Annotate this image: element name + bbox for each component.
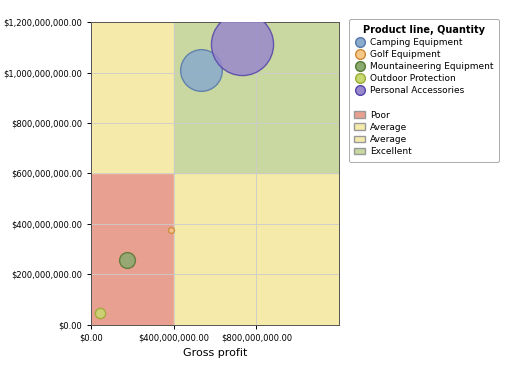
Point [196, 67, 204, 73]
Legend: Camping Equipment, Golf Equipment, Mountaineering Equipment, Outdoor Protection,: Camping Equipment, Golf Equipment, Mount… [348, 19, 497, 162]
Point [237, 41, 245, 46]
X-axis label: Gross profit: Gross profit [182, 348, 247, 358]
Point [96, 310, 104, 316]
Point [123, 258, 131, 263]
Point [166, 227, 174, 233]
